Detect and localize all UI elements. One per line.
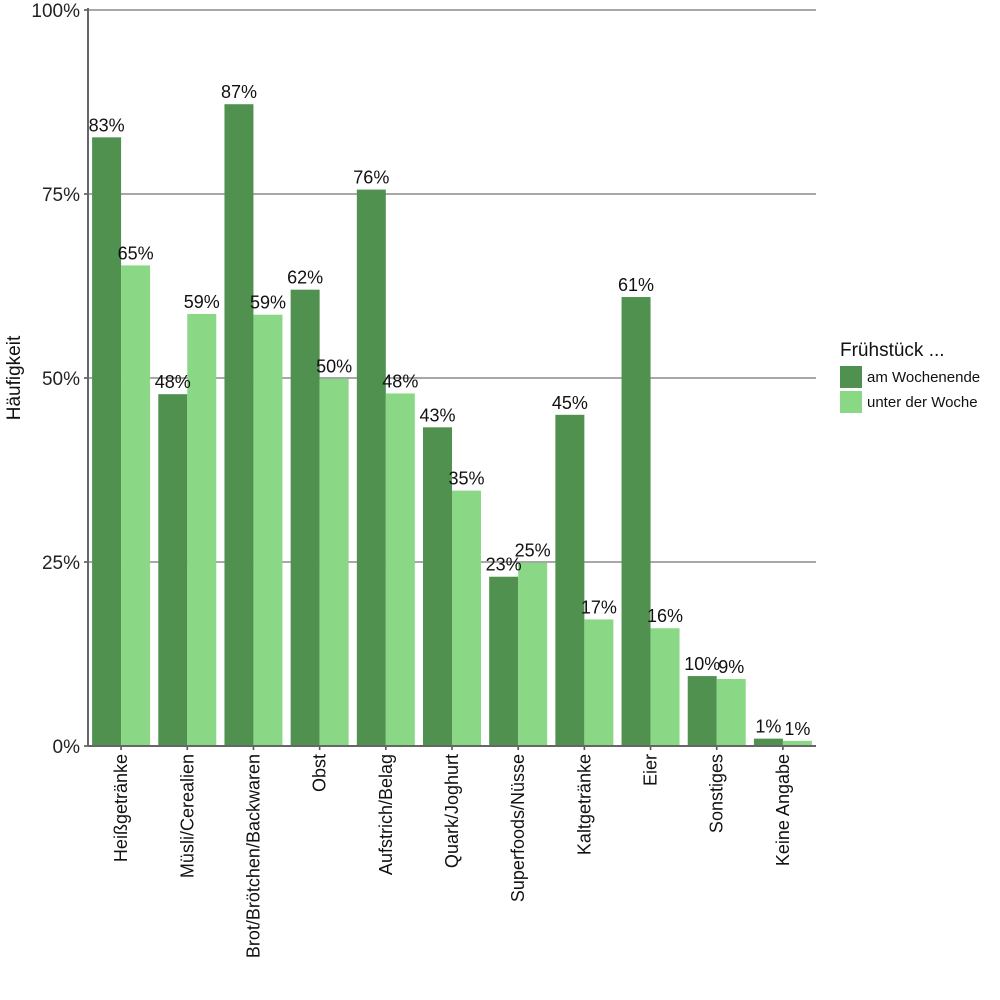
bar-weekday [121, 265, 151, 746]
bars [92, 104, 812, 747]
data-label: 50% [316, 357, 352, 377]
bar-weekend [290, 289, 320, 746]
y-tick-label: 100% [31, 1, 80, 22]
bar-weekday [385, 393, 415, 746]
x-tick-label: Quark/Joghurt [442, 754, 462, 868]
data-label: 59% [250, 293, 286, 313]
bar-weekday [650, 628, 680, 746]
data-label: 62% [287, 268, 323, 288]
x-tick-label: Eier [641, 754, 661, 786]
data-label: 17% [581, 597, 617, 617]
axes: 0% 25% 50% 75% 100% Heißgetränke Müsli/Cereali… [31, 1, 816, 958]
x-tick-label: Heißgetränke [111, 754, 131, 862]
data-label: 45% [552, 393, 588, 413]
x-tick-label: Obst [310, 754, 330, 792]
data-label: 48% [155, 372, 191, 392]
data-label: 61% [618, 275, 654, 295]
bar-weekend [753, 738, 783, 746]
x-tick-label: Kaltgetränke [574, 754, 594, 855]
bar-weekday [584, 619, 614, 746]
legend-item-weekend: am Wochenende [840, 365, 980, 389]
bar-weekend [555, 414, 585, 746]
bar-weekend [489, 576, 519, 746]
legend-label-weekday: unter der Woche [867, 393, 978, 411]
y-axis-title: Häufigkeit [4, 335, 25, 420]
data-label: 1% [784, 719, 810, 739]
x-tick-label: Brot/Brötchen/Backwaren [243, 754, 263, 958]
bar-weekend [224, 104, 254, 746]
data-label: 10% [684, 654, 720, 674]
y-tick-label: 75% [42, 185, 80, 206]
bar-weekday [518, 562, 548, 746]
data-label: 83% [89, 115, 125, 135]
y-tick-label: 0% [53, 737, 81, 758]
bar-weekend [158, 394, 188, 746]
bar-weekend [92, 137, 122, 746]
data-label: 16% [647, 606, 683, 626]
y-tick-label: 25% [42, 553, 80, 574]
legend-title: Frühstück ... [840, 340, 945, 361]
data-label: 48% [382, 371, 418, 391]
data-label: 76% [353, 168, 389, 188]
x-tick-label: Keine Angabe [773, 754, 793, 866]
data-label: 65% [118, 243, 154, 263]
bar-weekend [356, 189, 386, 747]
legend-swatch-weekday [840, 391, 862, 413]
data-label: 35% [448, 469, 484, 489]
legend: Frühstück ... am Wochenende unter der Wo… [840, 340, 980, 415]
bar-weekday [716, 679, 746, 746]
x-tick-label: Sonstiges [707, 754, 727, 833]
data-label: 25% [515, 541, 551, 561]
bar-weekday [253, 314, 283, 746]
bar-weekday [187, 313, 217, 746]
data-label: 23% [486, 555, 522, 575]
bar-weekend [687, 676, 717, 746]
legend-label-weekend: am Wochenende [867, 368, 981, 386]
data-labels: 83%65%48%59%87%59%62%50%76%48%43%35%23%2… [89, 82, 811, 739]
bar-weekend [621, 297, 651, 746]
bar-weekday [319, 378, 349, 746]
legend-swatch-weekend [840, 366, 862, 388]
legend-item-weekday: unter der Woche [840, 390, 980, 414]
y-tick-label: 50% [42, 369, 80, 390]
bar-weekend [423, 427, 452, 746]
data-label: 9% [718, 657, 744, 677]
x-tick-label: Superfoods/Nüsse [508, 754, 528, 902]
data-label: 1% [755, 717, 781, 737]
x-tick-label: Müsli/Cerealien [177, 754, 197, 878]
data-label: 87% [221, 82, 257, 102]
bar-weekday [782, 740, 812, 746]
x-tick-label: Aufstrich/Belag [376, 754, 396, 875]
data-label: 59% [184, 292, 220, 312]
data-label: 43% [419, 405, 455, 425]
bar-weekday [452, 490, 481, 746]
